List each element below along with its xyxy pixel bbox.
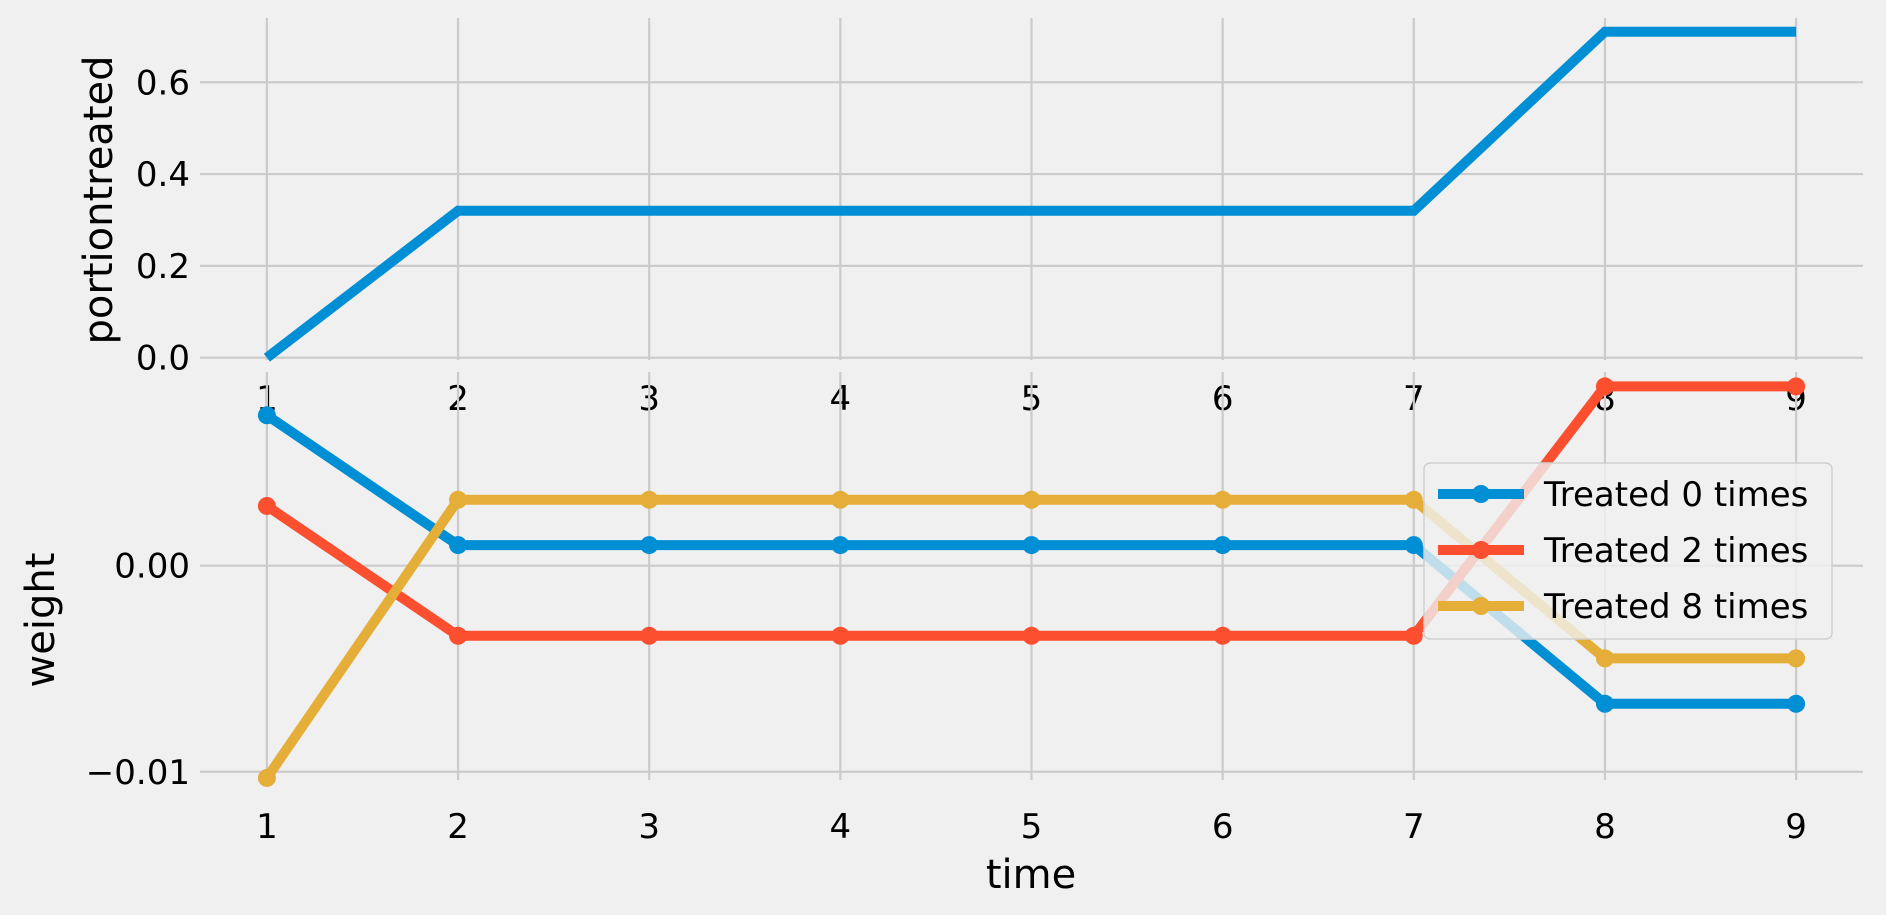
data-point bbox=[449, 490, 468, 509]
y-tick-label: 0.2 bbox=[136, 247, 190, 287]
bottom-subplot: 1 2 3 4 5 6 7 8 9 −0.01 0.00 weight time Treated … bbox=[18, 372, 1863, 898]
x-tick-label: 1 bbox=[256, 807, 278, 847]
bottom-x-tick-labels: 1 2 3 4 5 6 7 8 9 bbox=[256, 807, 1807, 847]
top-series bbox=[263, 26, 1797, 362]
legend-item: Treated 8 times bbox=[1438, 587, 1808, 627]
legend-marker bbox=[1472, 597, 1490, 615]
data-point bbox=[1022, 626, 1041, 645]
x-tick-label: 5 bbox=[1021, 807, 1043, 847]
legend-box bbox=[1423, 462, 1833, 640]
data-point bbox=[1595, 649, 1614, 668]
data-point bbox=[1213, 536, 1232, 555]
data-point bbox=[1787, 649, 1806, 668]
data-point bbox=[831, 536, 850, 555]
x-tick-label: 2 bbox=[447, 807, 469, 847]
x-tick-label: 8 bbox=[1594, 807, 1616, 847]
data-point bbox=[1022, 490, 1041, 509]
data-point bbox=[1404, 490, 1423, 509]
data-point bbox=[449, 536, 468, 555]
data-point bbox=[640, 626, 659, 645]
data-point bbox=[257, 406, 276, 425]
data-point bbox=[640, 536, 659, 555]
legend-label: Treated 2 times bbox=[1543, 531, 1808, 571]
bottom-y-tick-labels: −0.01 0.00 bbox=[86, 547, 190, 793]
data-point bbox=[1595, 377, 1614, 396]
x-tick-label: 4 bbox=[830, 807, 852, 847]
data-point bbox=[1213, 626, 1232, 645]
bottom-y-axis-label: weight bbox=[18, 553, 64, 688]
x-tick-label: 7 bbox=[1403, 807, 1425, 847]
data-point bbox=[1595, 694, 1614, 713]
data-point bbox=[831, 490, 850, 509]
legend-marker bbox=[1472, 485, 1490, 503]
legend-item: Treated 0 times bbox=[1438, 475, 1808, 515]
data-point bbox=[257, 768, 276, 787]
series-line-0 bbox=[263, 26, 1797, 362]
data-point bbox=[257, 496, 276, 515]
y-tick-label: −0.01 bbox=[86, 753, 190, 793]
data-point bbox=[1213, 490, 1232, 509]
legend-item: Treated 2 times bbox=[1438, 531, 1808, 571]
bottom-x-axis-label: time bbox=[986, 852, 1076, 898]
data-point bbox=[1787, 694, 1806, 713]
x-tick-label: 3 bbox=[638, 807, 660, 847]
x-tick-label: 6 bbox=[1212, 807, 1234, 847]
legend-label: Treated 0 times bbox=[1543, 475, 1808, 515]
data-point bbox=[1787, 377, 1806, 396]
data-point bbox=[640, 490, 659, 509]
top-y-axis-label: portiontreated bbox=[76, 56, 122, 345]
data-point bbox=[449, 626, 468, 645]
legend: Treated 0 times Treated 2 times Treated 8 … bbox=[1423, 462, 1833, 640]
top-grid bbox=[200, 18, 1863, 360]
top-y-tick-labels: 0.0 0.2 0.4 0.6 bbox=[136, 63, 190, 378]
data-point bbox=[831, 626, 850, 645]
bottom-grid bbox=[200, 372, 1863, 780]
data-point bbox=[1404, 536, 1423, 555]
y-tick-label: 0.6 bbox=[136, 63, 190, 103]
y-tick-label: 0.4 bbox=[136, 155, 190, 195]
x-tick-label: 9 bbox=[1785, 807, 1807, 847]
y-tick-label: 0.0 bbox=[136, 339, 190, 379]
data-point bbox=[1022, 536, 1041, 555]
y-tick-label: 0.00 bbox=[114, 547, 190, 587]
data-point bbox=[1404, 626, 1423, 645]
legend-label: Treated 8 times bbox=[1543, 587, 1808, 627]
legend-marker bbox=[1472, 541, 1490, 559]
